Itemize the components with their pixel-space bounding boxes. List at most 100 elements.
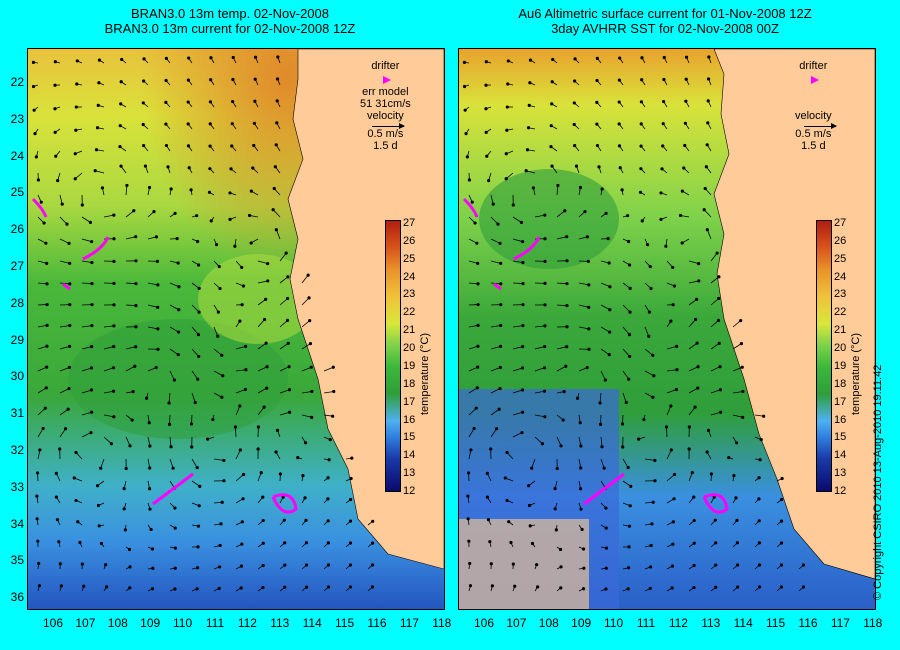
- current-vector-head: [734, 496, 738, 500]
- current-vector: [534, 346, 545, 350]
- current-vector-head: [327, 458, 331, 462]
- current-vector-head: [230, 122, 234, 126]
- current-vector-head: [303, 496, 307, 500]
- current-vector-head: [521, 281, 525, 286]
- current-vector-head: [252, 143, 256, 148]
- current-vector-head: [195, 465, 199, 470]
- current-vector-head: [209, 219, 213, 223]
- current-vector-head: [520, 366, 525, 370]
- current-vector-head: [240, 520, 244, 524]
- longitude-label: 113: [701, 616, 721, 630]
- current-vector-head: [530, 541, 535, 546]
- current-vector-head: [57, 540, 61, 544]
- current-vector-head: [104, 563, 108, 567]
- current-vector-head: [233, 425, 238, 429]
- current-vector: [59, 282, 70, 285]
- current-vector-head: [164, 122, 168, 126]
- current-vector-head: [604, 506, 608, 510]
- current-vector: [666, 389, 677, 394]
- current-vector-head: [757, 541, 762, 545]
- current-vector: [301, 391, 312, 394]
- current-vector-head: [521, 303, 525, 307]
- current-vector-head: [581, 547, 586, 551]
- current-vector-head: [220, 500, 224, 504]
- current-vector-head: [629, 484, 633, 488]
- current-vector: [279, 320, 288, 328]
- current-vector-head: [152, 210, 156, 214]
- longitude-label: 106: [42, 616, 64, 630]
- current-vector-head: [509, 540, 513, 545]
- current-vector-head: [604, 211, 608, 215]
- current-vector-head: [520, 410, 525, 414]
- current-vector-head: [253, 99, 257, 103]
- current-vector-head: [498, 241, 502, 245]
- current-vector-head: [757, 585, 762, 589]
- colorbar-tick-label: 16: [834, 413, 847, 426]
- latitude-label: 30: [10, 369, 24, 384]
- current-vector-head: [73, 152, 77, 156]
- current-vector-head: [637, 437, 641, 441]
- current-vector: [103, 414, 114, 418]
- current-vector: [600, 282, 611, 288]
- current-vector-head: [119, 80, 123, 84]
- current-vector-head: [93, 169, 97, 173]
- current-vector-head: [142, 79, 146, 83]
- current-vector-head: [603, 378, 607, 382]
- current-vector-head: [527, 103, 531, 107]
- current-vector: [81, 346, 92, 350]
- current-vector-head: [779, 519, 784, 523]
- current-vector-head: [639, 144, 643, 148]
- current-vector-head: [54, 471, 58, 475]
- current-vector-head: [253, 77, 257, 81]
- current-vector-head: [134, 325, 138, 329]
- current-vector-head: [74, 498, 78, 503]
- current-vector-head: [626, 566, 631, 570]
- current-vector: [125, 365, 136, 372]
- current-vector: [512, 367, 523, 372]
- current-vector-head: [470, 200, 474, 204]
- current-vector: [301, 297, 310, 306]
- current-vector-head: [484, 130, 488, 134]
- current-vector-head: [549, 145, 553, 149]
- current-vector-head: [217, 264, 221, 269]
- current-vector-head: [758, 458, 762, 462]
- longitude-label: 108: [538, 616, 559, 630]
- current-vector: [257, 280, 268, 284]
- current-vector: [301, 414, 312, 418]
- current-vector-head: [216, 334, 220, 338]
- current-vector: [169, 370, 175, 381]
- current-vector-head: [241, 284, 246, 288]
- current-vector-head: [118, 124, 122, 128]
- current-vector-head: [196, 239, 200, 244]
- current-vector-head: [214, 243, 219, 247]
- current-vector-head: [579, 466, 583, 470]
- current-vector-head: [371, 519, 375, 523]
- current-vector-head: [156, 327, 160, 331]
- current-vector: [191, 392, 196, 403]
- current-vector-head: [542, 389, 547, 393]
- current-vector-head: [543, 237, 547, 241]
- current-vector-head: [310, 415, 314, 419]
- current-vector-head: [134, 259, 138, 263]
- current-vector-head: [164, 78, 168, 83]
- current-vector-head: [53, 130, 57, 134]
- current-vector-head: [109, 442, 114, 446]
- current-vector-head: [97, 81, 101, 85]
- current-vector-head: [705, 143, 709, 147]
- current-vector: [732, 414, 743, 418]
- current-vector-head: [89, 388, 94, 392]
- current-vector-head: [505, 498, 509, 503]
- longitude-label: 113: [270, 616, 290, 630]
- current-vector-head: [671, 520, 675, 524]
- current-vector-head: [111, 366, 116, 370]
- current-vector-head: [740, 365, 744, 369]
- current-vector-head: [715, 251, 719, 255]
- current-vector-head: [651, 500, 655, 504]
- current-vector-head: [229, 167, 233, 171]
- current-vector: [169, 282, 180, 288]
- current-vector: [512, 325, 523, 328]
- current-vector-head: [674, 387, 678, 392]
- current-vector-head: [741, 389, 745, 394]
- current-vector-head: [208, 167, 212, 171]
- current-vector-head: [706, 121, 710, 125]
